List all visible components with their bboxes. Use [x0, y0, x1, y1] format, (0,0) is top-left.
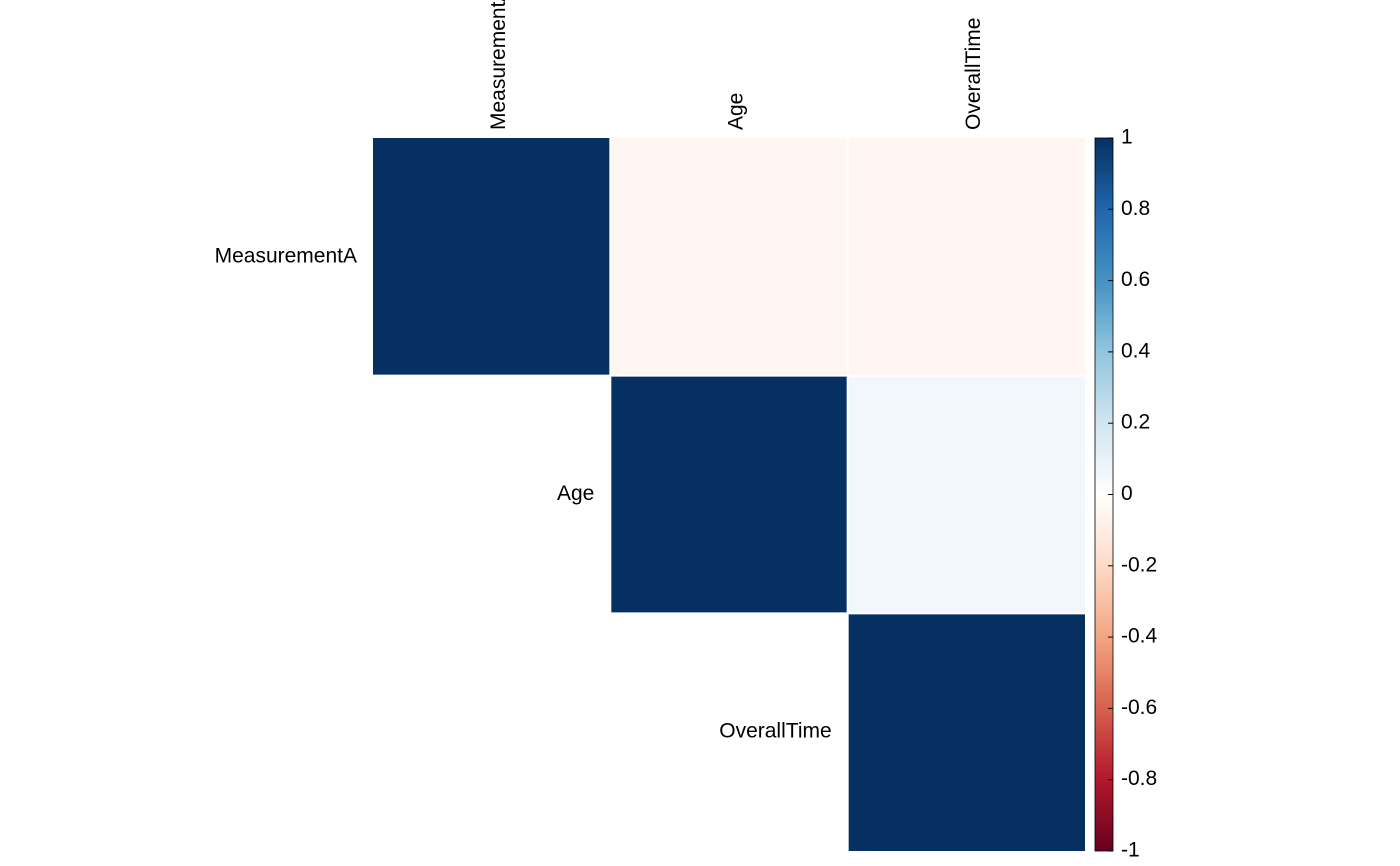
heatmap-cell	[847, 375, 1085, 614]
colorbar-tick-label: 0.6	[1121, 268, 1150, 291]
column-label: MeasurementA	[487, 0, 510, 130]
colorbar-tick-label: 1	[1121, 126, 1133, 149]
colorbar-tick-label: -0.2	[1121, 553, 1157, 576]
colorbar-tick-label: -0.4	[1121, 625, 1158, 648]
heatmap-cell	[847, 138, 1085, 376]
colorbar-tick-label: -1	[1121, 839, 1140, 862]
colorbar-tick-label: 0.4	[1121, 339, 1151, 362]
colorbar-tick-label: -0.8	[1121, 767, 1157, 790]
heatmap-cell	[610, 375, 848, 614]
column-label: OverallTime	[962, 18, 985, 130]
heatmap-cell	[847, 613, 1085, 851]
row-label: Age	[557, 482, 594, 505]
colorbar-tick-label: 0.2	[1121, 411, 1150, 434]
row-label: MeasurementA	[215, 244, 357, 267]
colorbar-tick-label: 0	[1121, 482, 1133, 505]
row-label: OverallTime	[719, 720, 831, 743]
column-label: Age	[725, 93, 748, 130]
heatmap-cell	[373, 138, 611, 376]
colorbar-tick-label: -0.6	[1121, 696, 1157, 719]
colorbar-tick-label: 0.8	[1121, 197, 1150, 220]
heatmap-cell	[610, 138, 848, 376]
